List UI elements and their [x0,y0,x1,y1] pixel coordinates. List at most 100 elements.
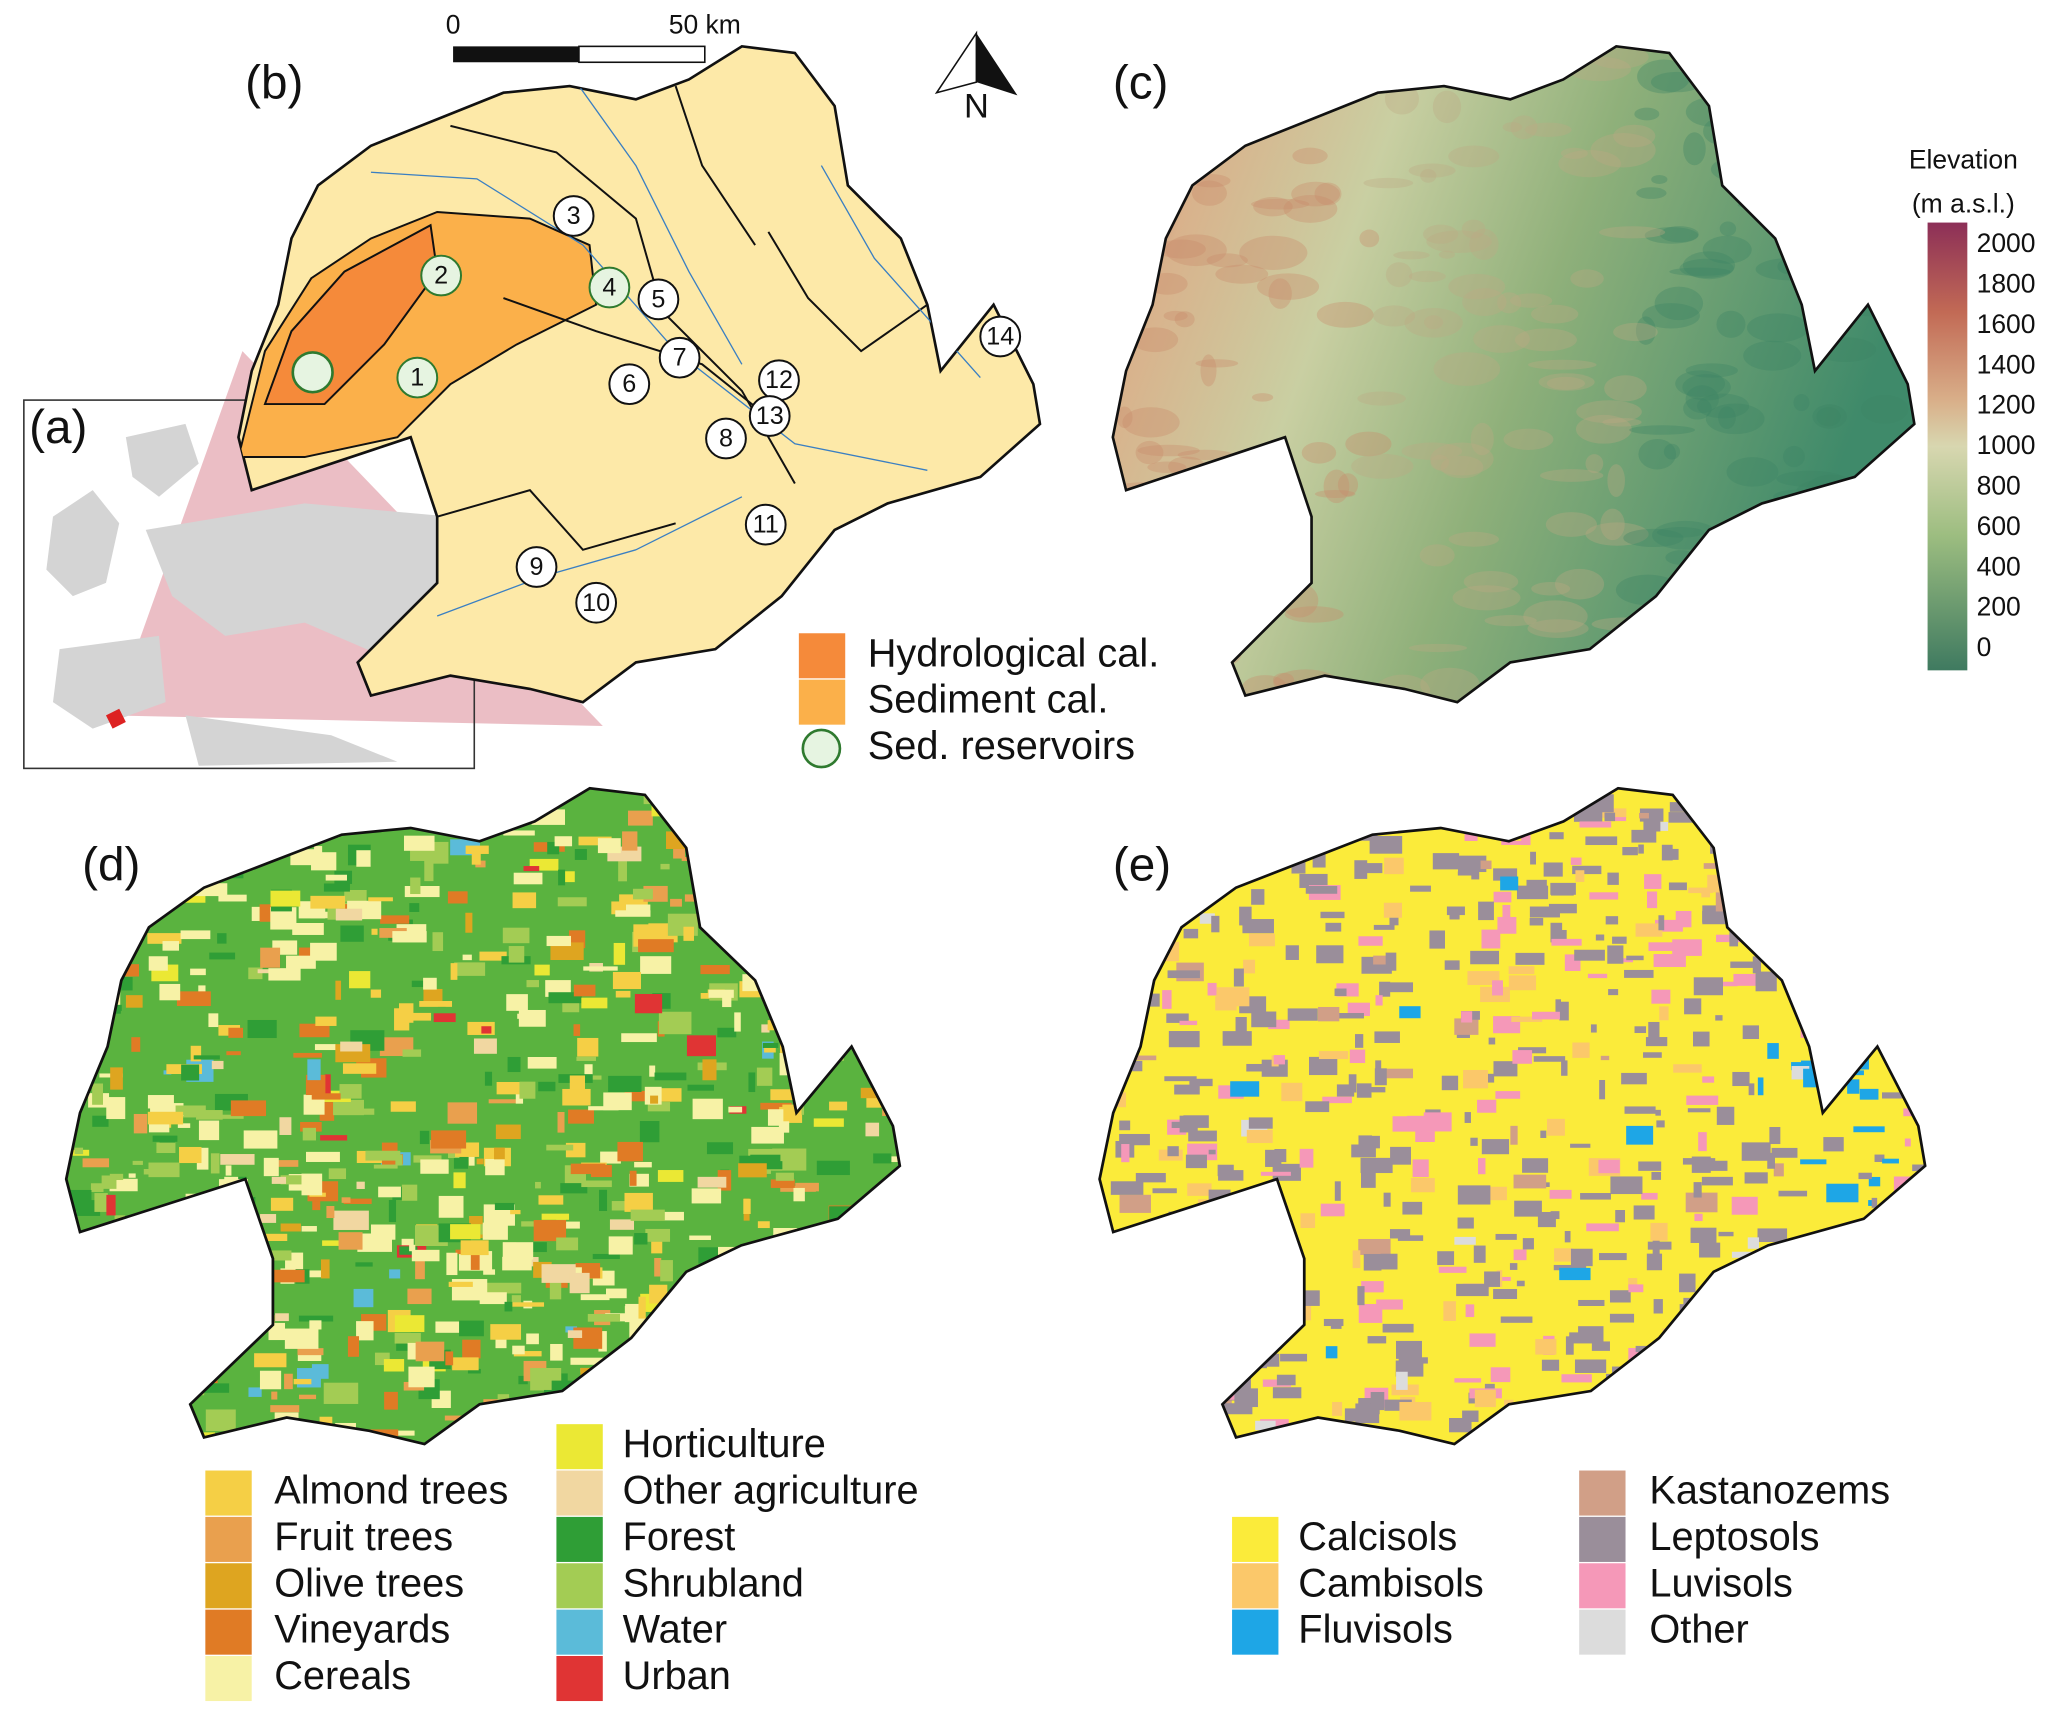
station-marker [979,315,1022,358]
study-area [105,708,126,729]
panel-label: (a) [29,401,87,454]
colorbar-tick-label: 2000 [1977,228,2036,258]
station-label: 7 [673,344,687,372]
colorbar [1927,222,1968,671]
station-label: 14 [986,322,1014,350]
station-label: 6 [622,370,636,398]
colorbar-title: (m a.s.l.) [1912,188,2015,218]
colorbar-tick-label: 200 [1977,592,2021,622]
station-marker [705,417,747,460]
colorbar-tick-label: 1200 [1977,390,2036,420]
scale-start: 0 [446,9,461,39]
legend-label: Water [623,1608,728,1652]
legend-swatch [1232,1563,1279,1609]
legend-label: Almond trees [274,1469,508,1513]
legend-label: Urban [623,1654,731,1698]
colorbar-tick-label: 0 [1977,632,1992,662]
legend-swatch [556,1656,603,1702]
legend-swatch [556,1563,603,1609]
station-marker [515,546,558,588]
legend-label: Fruit trees [274,1515,453,1559]
station-marker [658,336,701,379]
colorbar-tick-label: 400 [1977,551,2021,581]
legend-swatch [556,1424,603,1470]
colorbar-tick-label: 1600 [1977,309,2036,339]
panel-label: (c) [1113,57,1169,110]
legend-swatch [801,728,842,769]
colorbar-tick-label: 800 [1977,471,2021,501]
station-marker [588,266,631,309]
station-marker [396,356,439,399]
legend-swatch [1579,1609,1626,1655]
legend-label: Leptosols [1649,1515,1819,1559]
legend-label: Shrubland [623,1561,804,1605]
legend-swatch [556,1609,603,1655]
legend-label: Calcisols [1298,1515,1457,1559]
legend-swatch [205,1563,252,1609]
legend-b: Hydrological cal.Sediment cal.Sed. reser… [798,631,1160,769]
station-label: 12 [765,366,793,394]
legend-swatch [1579,1470,1626,1516]
colorbar-tick-label: 1800 [1977,268,2036,298]
legend-swatch [1579,1563,1626,1609]
legend-label: Forest [623,1515,736,1559]
north-arrow-right [976,33,1018,96]
legend-label: Cereals [274,1654,411,1698]
north-arrow-left [934,30,978,95]
legend-label: Horticulture [623,1422,826,1466]
colorbar-title: Elevation [1909,145,2018,175]
panel-label: (b) [245,57,303,110]
scale-end: 50 km [669,9,741,39]
legend-swatch [205,1656,252,1702]
station-marker [552,195,595,237]
legend-label: Cambisols [1298,1561,1483,1605]
legend-swatch [205,1470,252,1516]
basin-d [64,786,902,1446]
legend-label: Hydrological cal. [868,631,1160,675]
north-label: N [964,88,989,126]
legend-label: Other agriculture [623,1469,919,1513]
colorbar-tick-label: 1000 [1977,430,2036,460]
station-label: 5 [651,285,665,313]
scale-bar-black [453,46,579,63]
station-label: 4 [602,273,616,301]
colorbar-tick-label: 1400 [1977,349,2036,379]
station-label: 1 [410,364,424,392]
legend-label: Fluvisols [1298,1608,1453,1652]
scale-bar-white [578,45,706,64]
basin-e [1098,786,1927,1446]
station-label: 3 [567,202,581,230]
legend-swatch [1232,1516,1279,1562]
station-label: 8 [719,424,733,452]
station-marker [608,363,651,406]
legend-label: Vineyards [274,1608,450,1652]
legend-swatch [1232,1609,1279,1655]
station-label: 10 [582,589,610,617]
station-marker [637,278,680,321]
station-label: 9 [530,553,544,581]
legend-swatch [798,679,846,725]
station-marker [748,395,791,437]
legend-swatch [205,1516,252,1562]
reservoir-marker [291,351,334,394]
station-label: 2 [434,262,448,290]
legend-swatch [205,1609,252,1655]
europe-land [46,423,464,766]
station-marker [420,254,463,297]
legend-swatch [556,1470,603,1516]
colorbar-tick-label: 600 [1977,511,2021,541]
panel-label: (e) [1113,838,1171,891]
legend-label: Sed. reservoirs [868,724,1135,768]
legend-swatch [556,1516,603,1562]
legend-label: Kastanozems [1649,1469,1890,1513]
station-label: 11 [753,511,779,539]
basin-c [1111,45,1916,704]
station-label: 13 [756,402,784,430]
